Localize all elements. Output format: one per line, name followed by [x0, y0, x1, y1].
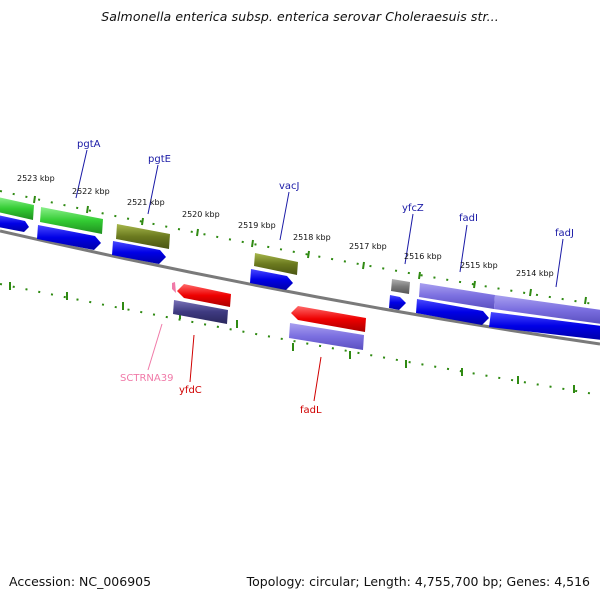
gene-fadI	[419, 283, 495, 309]
kbp-label: 2515 kbp	[460, 261, 498, 270]
kbp-labels: 2523 kbp 2522 kbp 2521 kbp 2520 kbp 2519…	[17, 174, 554, 278]
gene-label-SCTRNA39: SCTRNA39	[120, 373, 173, 384]
gene-labels: pgtA pgtE vacJ yfcZ fadI fadJ SCTRNA39 y…	[77, 139, 574, 416]
map-title: Salmonella enterica subsp. enterica sero…	[101, 9, 499, 24]
label-leaders	[75, 149, 564, 402]
gene-label-yfdC: yfdC	[179, 385, 202, 396]
gene-label-fadL: fadL	[300, 405, 322, 416]
gene-yfdC-cds	[177, 284, 231, 307]
gene-vacJ	[254, 253, 298, 275]
gene-fadL	[289, 323, 364, 350]
gene-SCTRNA39	[172, 282, 176, 293]
kbp-label: 2519 kbp	[238, 221, 276, 230]
kbp-label: 2514 kbp	[516, 269, 554, 278]
upper-major-ticks	[33, 195, 587, 305]
lower-major-ticks	[9, 282, 575, 393]
kbp-label: 2518 kbp	[293, 233, 331, 242]
kbp-label: 2517 kbp	[349, 242, 387, 251]
kbp-label: 2522 kbp	[72, 187, 110, 196]
kbp-label: 2521 kbp	[127, 198, 165, 207]
gene-fadL-cds	[291, 306, 366, 332]
gene-yfdC	[173, 300, 228, 324]
gene-feature	[0, 197, 34, 220]
gene-label-vacJ: vacJ	[279, 181, 300, 192]
gene-label-fadI: fadI	[459, 213, 478, 224]
forward-genes	[0, 197, 600, 324]
gene-pgtE	[116, 224, 170, 249]
forward-cds-arrows	[0, 215, 600, 340]
kbp-label: 2516 kbp	[404, 252, 442, 261]
genome-backbone	[0, 229, 600, 346]
gene-label-fadJ: fadJ	[555, 228, 574, 239]
accession-text: Accession: NC_006905	[9, 574, 152, 589]
gene-pgtA	[40, 207, 103, 234]
genome-summary-text: Topology: circular; Length: 4,755,700 bp…	[246, 574, 590, 589]
reverse-genes	[172, 282, 366, 350]
gene-label-pgtA: pgtA	[77, 139, 101, 150]
gene-label-pgtE: pgtE	[148, 154, 171, 165]
gene-label-yfcZ: yfcZ	[402, 203, 424, 214]
gene-yfcZ	[391, 279, 410, 294]
gene-fadJ	[494, 295, 600, 324]
kbp-label: 2520 kbp	[182, 210, 220, 219]
kbp-label: 2523 kbp	[17, 174, 55, 183]
